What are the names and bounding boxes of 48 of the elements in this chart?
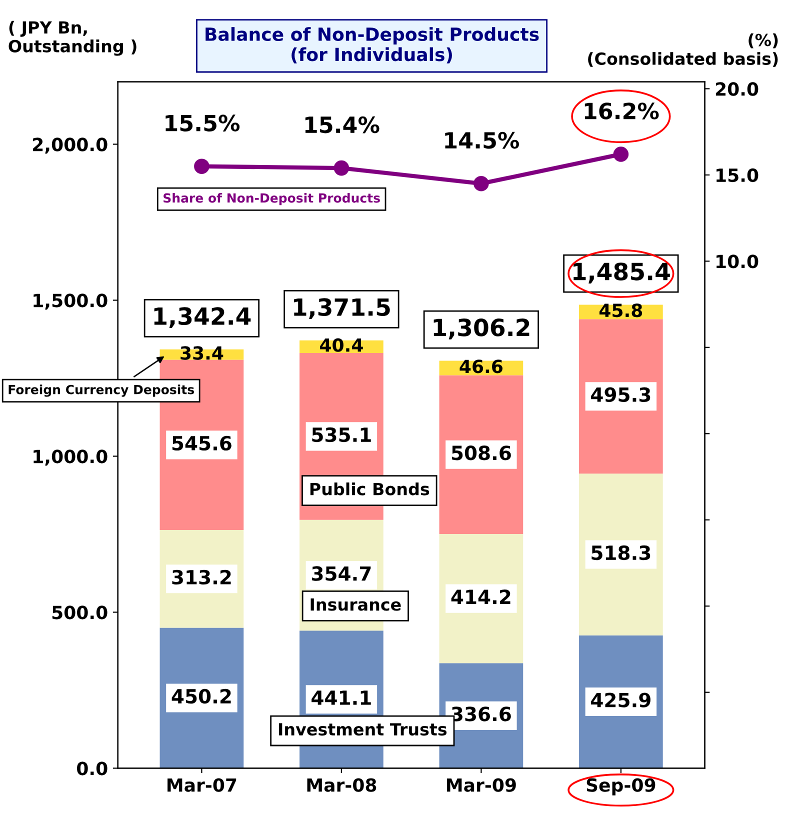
data-label: 441.1 bbox=[312, 690, 371, 705]
total-label: 1,342.4 bbox=[154, 307, 251, 328]
data-label: 15.4% bbox=[305, 116, 380, 134]
data-label: 40.4 bbox=[320, 338, 363, 352]
data-label: 16.2% bbox=[584, 102, 659, 120]
series-label: Investment Trusts bbox=[279, 723, 447, 736]
y2-tick-label: 10.0 bbox=[716, 254, 758, 268]
data-label: 414.2 bbox=[451, 590, 510, 604]
data-label: 336.6 bbox=[452, 706, 511, 722]
data-label: 313.2 bbox=[172, 570, 231, 585]
x-tick-label: Mar-09 bbox=[447, 778, 516, 792]
y-tick-label: 1,000.0 bbox=[34, 450, 108, 466]
y-tick-label: 2,000.0 bbox=[33, 138, 108, 154]
data-label: 535.1 bbox=[312, 427, 371, 442]
x-tick-label: Mar-07 bbox=[168, 778, 236, 792]
data-label: 518.3 bbox=[592, 545, 650, 560]
y-tick-label: 1,500.0 bbox=[34, 294, 108, 310]
x-tick-label: Sep-09 bbox=[586, 778, 656, 796]
data-label: 495.3 bbox=[591, 387, 650, 402]
point bbox=[334, 160, 350, 176]
point bbox=[613, 146, 629, 162]
data-label: 14.5% bbox=[445, 132, 520, 149]
series-label: Foreign Currency Deposits bbox=[8, 384, 194, 397]
data-label: 425.9 bbox=[591, 692, 650, 708]
y-tick-label: 0.0 bbox=[77, 762, 108, 776]
data-label: 354.7 bbox=[312, 566, 371, 581]
data-label: 508.6 bbox=[452, 446, 511, 460]
total-label: 1,371.5 bbox=[294, 298, 390, 320]
y2-tick-label: 15.0 bbox=[716, 168, 758, 182]
y2-tick-label: 20.0 bbox=[716, 82, 758, 96]
point bbox=[194, 158, 210, 174]
data-label: 33.4 bbox=[180, 346, 224, 360]
chart-title: Balance of Non-Deposit Products (for Individuals) bbox=[206, 27, 539, 64]
total-label: 1,306.2 bbox=[434, 318, 530, 340]
y-axis-title: ( JPY Bn, Outstanding ) bbox=[8, 20, 136, 56]
data-label: 450.2 bbox=[172, 688, 231, 704]
data-label: 45.8 bbox=[599, 304, 642, 318]
data-label: 46.6 bbox=[460, 360, 502, 374]
point bbox=[474, 176, 489, 192]
series-label: Public Bonds bbox=[310, 482, 430, 496]
data-label: 545.6 bbox=[172, 436, 232, 451]
y2-axis-title: (%) (Consolidated basis) bbox=[588, 33, 778, 67]
total-label: 1,485.4 bbox=[574, 262, 670, 284]
data-label: 15.5% bbox=[166, 114, 240, 132]
series-label: Share of Non-Deposit Products bbox=[164, 193, 380, 206]
series-label: Insurance bbox=[310, 598, 401, 611]
x-tick-label: Mar-08 bbox=[307, 778, 376, 792]
y-tick-label: 500.0 bbox=[52, 606, 108, 620]
